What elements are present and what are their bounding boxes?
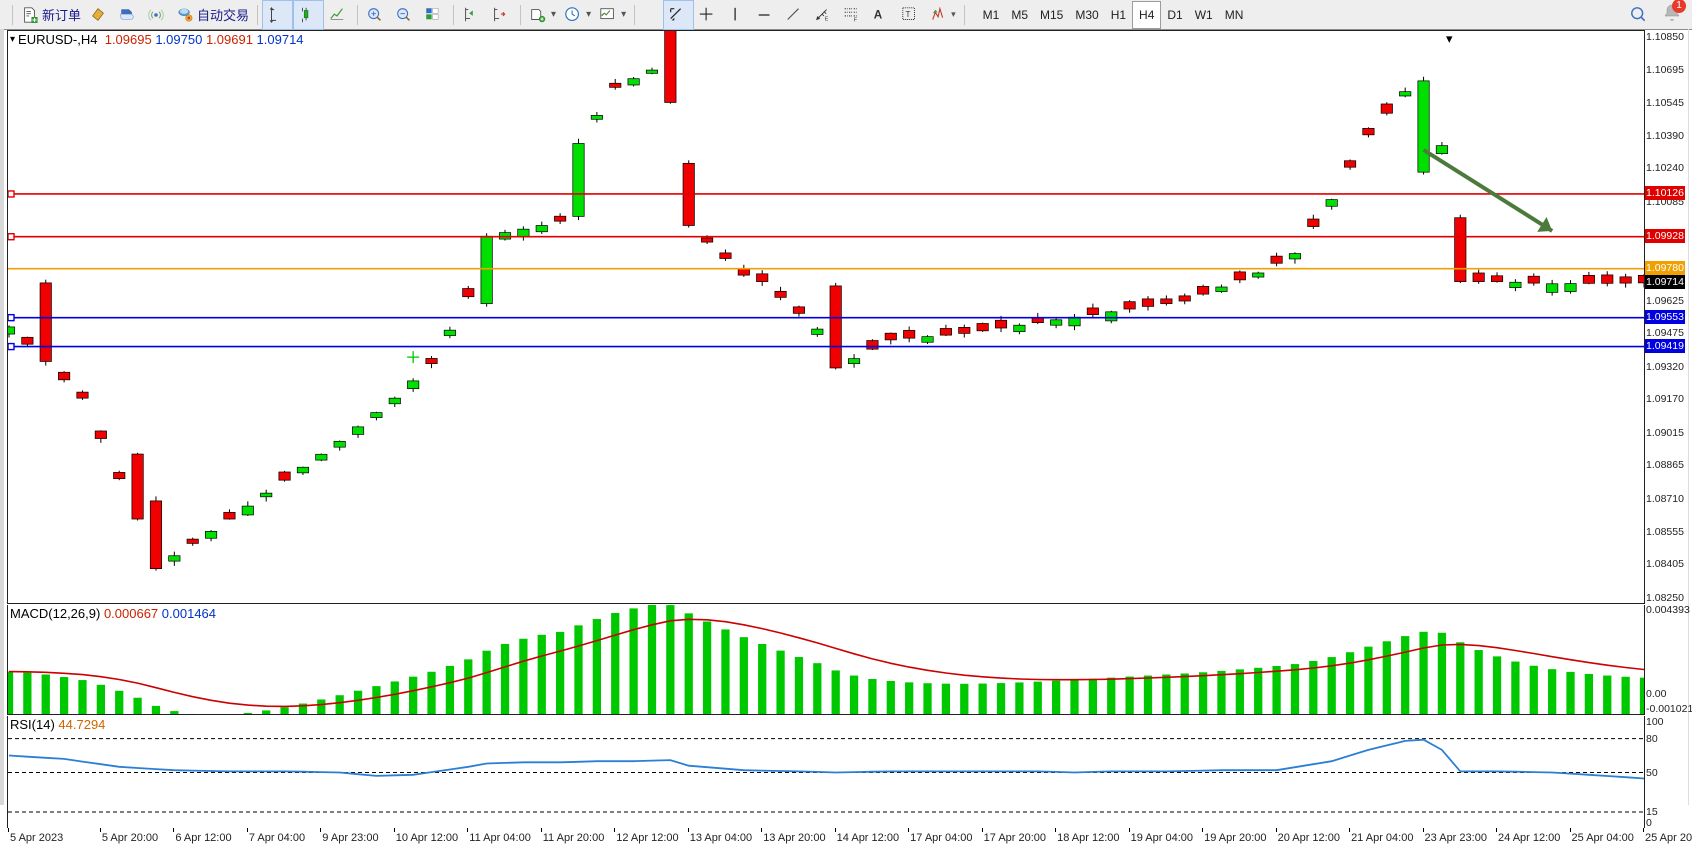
svg-text:A: A (874, 8, 883, 21)
svg-text:T: T (906, 9, 911, 18)
svg-text:E: E (825, 16, 829, 22)
svg-text:F: F (854, 17, 858, 23)
